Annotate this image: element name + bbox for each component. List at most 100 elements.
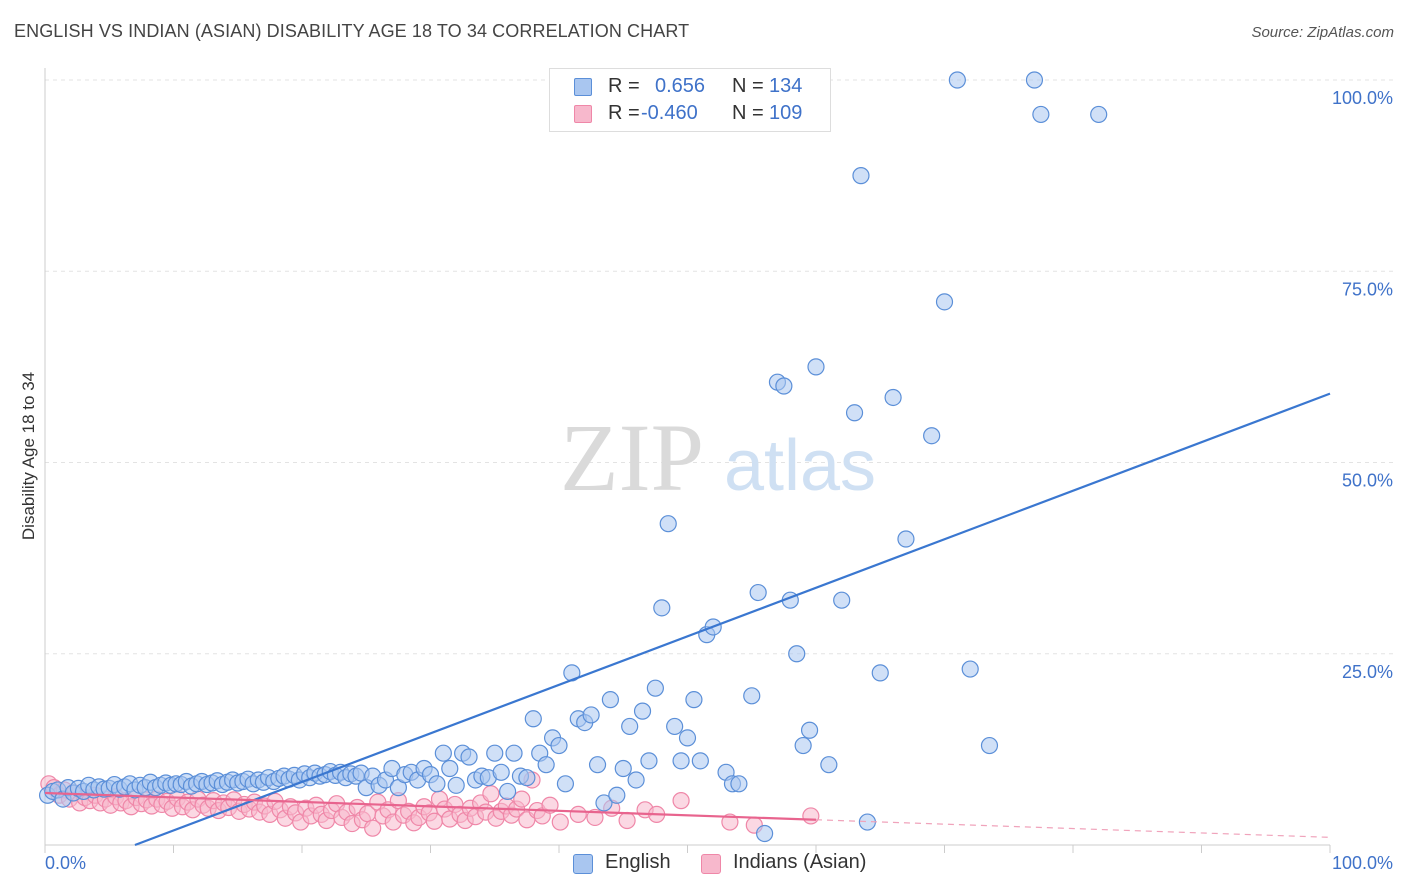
- english-point: [672, 752, 690, 770]
- indians-point: [721, 813, 739, 831]
- indians-trend-extension: [815, 819, 1331, 838]
- english-point: [601, 691, 620, 709]
- y-tick-label: 25.0%: [1342, 662, 1393, 682]
- english-point: [595, 794, 613, 812]
- english-trend-line: [134, 392, 1331, 847]
- english-point: [608, 786, 626, 804]
- x-tick-label: 0.0%: [45, 853, 86, 873]
- english-point: [935, 293, 954, 311]
- english-point: [486, 744, 504, 762]
- legend-r-label: R =: [608, 102, 640, 124]
- indians-point: [618, 811, 636, 830]
- english-point: [653, 599, 671, 617]
- english-point: [923, 427, 941, 445]
- english-point: [845, 404, 864, 422]
- legend-n-label: N =: [732, 102, 764, 124]
- english-point: [627, 771, 645, 789]
- english-point: [441, 759, 459, 778]
- indians-trend-line: [44, 791, 817, 821]
- english-point: [614, 759, 632, 778]
- english-point: [794, 736, 812, 755]
- english-point: [749, 583, 767, 602]
- bottom-legend-swatch-indians: [701, 854, 721, 874]
- legend-r-value-english: 0.656: [655, 75, 706, 97]
- english-point: [884, 388, 902, 407]
- indians-point: [586, 808, 604, 827]
- english-point: [897, 530, 915, 548]
- english-point: [428, 775, 446, 793]
- english-point: [447, 776, 465, 794]
- legend-n-label: N =: [732, 75, 764, 97]
- english-point: [961, 660, 979, 678]
- watermark: ZIP atlas: [560, 404, 876, 511]
- indians-point: [364, 819, 382, 837]
- indians-point: [569, 805, 587, 824]
- english-point: [980, 736, 999, 755]
- indians-point: [513, 790, 531, 808]
- y-tick-label: 50.0%: [1342, 471, 1393, 491]
- english-point: [556, 775, 575, 793]
- legend-n-value-indians: 109: [769, 102, 803, 124]
- english-point: [582, 706, 600, 724]
- english-point: [800, 721, 819, 739]
- english-point: [1032, 105, 1050, 124]
- english-point: [820, 756, 838, 774]
- chart-title: ENGLISH VS INDIAN (ASIAN) DISABILITY AGE…: [14, 21, 690, 41]
- indians-point: [482, 785, 500, 803]
- trend-lines: [44, 392, 1331, 847]
- legend-n-value-english: 134: [769, 75, 803, 97]
- english-point: [659, 515, 677, 533]
- watermark-zip: ZIP: [560, 404, 704, 511]
- english-point: [788, 645, 806, 663]
- english-point: [588, 756, 607, 774]
- bottom-legend-label-english: English: [605, 851, 671, 873]
- correlation-legend: R = 0.656 N = 134 R = -0.460 N = 109: [549, 68, 831, 132]
- english-point: [807, 358, 825, 376]
- indians-point: [551, 813, 569, 831]
- source-label: Source: ZipAtlas.com: [1251, 24, 1394, 41]
- english-point: [492, 763, 510, 781]
- english-point: [1025, 71, 1044, 89]
- english-point: [518, 769, 536, 787]
- english-point: [524, 710, 542, 728]
- bottom-legend-label-indians: Indians (Asian): [733, 851, 867, 873]
- indians-point: [802, 807, 820, 825]
- english-point: [499, 782, 517, 801]
- english-point: [678, 729, 697, 747]
- english-point: [1090, 105, 1108, 124]
- english-point: [691, 752, 709, 770]
- y-tick-label: 75.0%: [1342, 279, 1393, 299]
- english-point: [833, 591, 851, 609]
- english-point: [948, 71, 966, 89]
- english-point: [434, 744, 452, 762]
- english-point: [852, 167, 870, 185]
- legend-swatch-indians: [574, 105, 592, 123]
- watermark-atlas: atlas: [724, 426, 876, 506]
- gridlines: [45, 79, 1393, 655]
- tick-labels: 100.0% 75.0% 50.0% 25.0% 0.0% 100.0%: [45, 88, 1393, 873]
- english-point: [685, 691, 703, 709]
- legend-swatch-english: [574, 78, 592, 96]
- x-tick-label: 100.0%: [1332, 853, 1393, 873]
- english-point: [633, 702, 652, 720]
- y-tick-label: 100.0%: [1332, 88, 1393, 108]
- english-point: [537, 756, 555, 774]
- english-point: [755, 824, 774, 843]
- legend-r-value-indians: -0.460: [641, 102, 698, 124]
- legend-r-label: R =: [608, 75, 640, 97]
- english-point: [505, 744, 523, 762]
- english-point: [730, 775, 748, 793]
- english-point: [871, 664, 889, 682]
- english-point: [640, 752, 658, 770]
- english-point: [621, 717, 639, 736]
- english-point: [550, 736, 568, 755]
- english-point: [666, 717, 684, 736]
- bottom-legend-swatch-english: [573, 854, 593, 874]
- indians-point: [672, 792, 690, 810]
- english-point: [775, 377, 793, 395]
- english-point: [743, 687, 761, 705]
- english-point: [646, 679, 664, 697]
- axes: [44, 68, 1331, 853]
- english-point: [460, 748, 478, 766]
